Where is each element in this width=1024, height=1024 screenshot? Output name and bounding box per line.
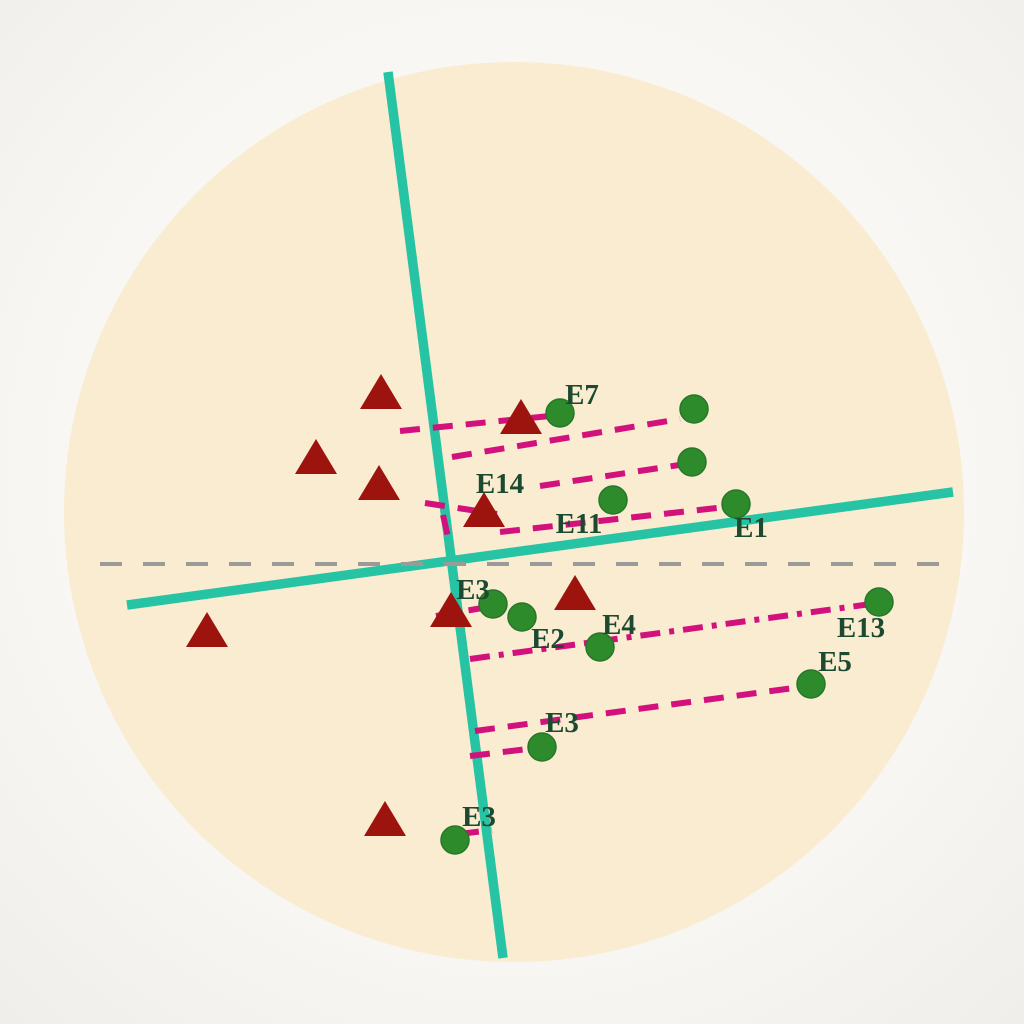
circle-marker-11: [527, 732, 557, 762]
circle-marker-2: [679, 394, 709, 424]
point-label-9: E5: [818, 646, 852, 678]
connector-line-6: [440, 514, 453, 547]
plot-disc: [64, 62, 964, 962]
point-label-5: E3: [456, 574, 490, 606]
point-label-2: E14: [476, 468, 524, 500]
circle-marker-1: [545, 398, 575, 428]
circle-marker-3: [677, 447, 707, 477]
point-label-7: E4: [602, 609, 636, 641]
triangle-marker-7: [430, 592, 472, 627]
triangle-marker-1: [360, 374, 402, 409]
point-label-10: E3: [545, 707, 579, 739]
triangle-marker-5: [463, 492, 505, 527]
connector-line-2: [451, 416, 681, 460]
point-label-3: E11: [556, 508, 603, 540]
triangle-marker-9: [364, 801, 406, 836]
circle-marker-8: [585, 632, 615, 662]
connector-line-5: [424, 500, 498, 517]
triangle-marker-8: [554, 575, 596, 610]
point-label-11: E3: [462, 801, 496, 833]
point-label-1: E7: [565, 379, 599, 411]
circle-marker-7: [507, 602, 537, 632]
connector-line-1: [399, 411, 571, 434]
connector-line-4: [499, 504, 727, 535]
triangle-marker-3: [358, 465, 400, 500]
triangle-marker-2: [295, 439, 337, 474]
point-label-6: E2: [531, 623, 565, 655]
point-label-4: E1: [734, 512, 768, 544]
connectors-group: [399, 411, 872, 837]
circle-marker-12: [440, 825, 470, 855]
circle-marker-6: [478, 589, 508, 619]
circle-marker-10: [796, 669, 826, 699]
circle-marker-9: [864, 587, 894, 617]
circle-marker-4: [598, 485, 628, 515]
triangle-marker-6: [186, 612, 228, 647]
triangle-marker-4: [500, 399, 542, 434]
point-label-8: E13: [837, 612, 885, 644]
connector-line-10: [469, 745, 537, 759]
connector-line-3: [539, 461, 687, 489]
markers-group: [186, 374, 894, 855]
axis-horizontal: [126, 487, 954, 610]
plot-background-group: [64, 62, 964, 962]
connector-line-8: [469, 601, 872, 662]
connector-line-9: [474, 684, 802, 734]
circle-marker-5: [721, 489, 751, 519]
